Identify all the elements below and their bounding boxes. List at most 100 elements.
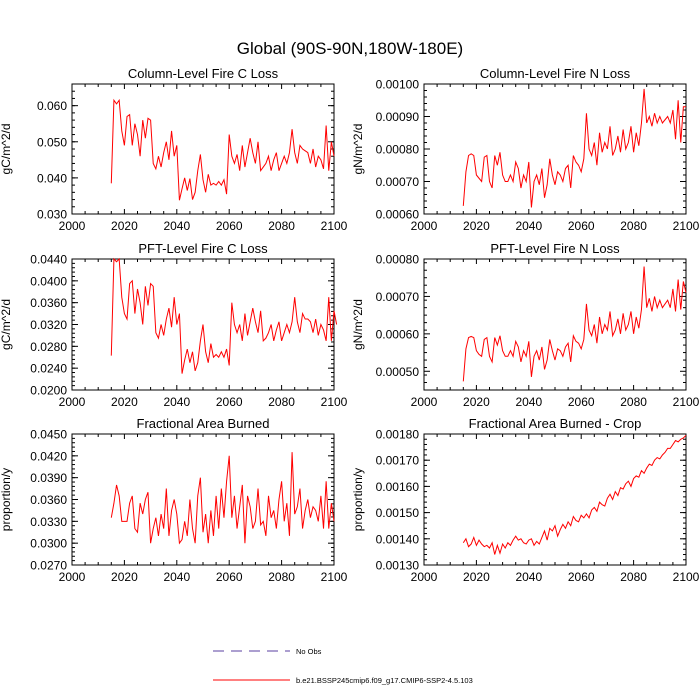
legend: No Obs b.e21.BSSP245cmip6.f09_g17.CMIP6-… [213, 647, 473, 685]
y-tick-label: 0.0300 [30, 537, 67, 551]
panel-title: PFT-Level Fire C Loss [138, 241, 268, 256]
panel-3: PFT-Level Fire C Loss 2000 2020 2040 2060 208… [0, 241, 348, 409]
x-tick-label: 2000 [59, 219, 86, 233]
x-tick-label: 2080 [268, 570, 295, 584]
y-tick-label: 0.00100 [376, 78, 420, 92]
y-axis-label: gC/m^2/d [0, 124, 13, 175]
x-tick-label: 2000 [59, 570, 86, 584]
y-tick-label: 0.0440 [30, 253, 67, 267]
y-tick-label: 0.060 [37, 99, 67, 113]
panel-title: Column-Level Fire N Loss [480, 66, 631, 81]
y-tick-label: 0.040 [37, 171, 67, 185]
y-tick-label: 0.0240 [30, 362, 67, 376]
x-tick-label: 2040 [163, 395, 190, 409]
y-tick-label: 0.00170 [376, 454, 420, 468]
y-axis-label: proportion/y [351, 468, 365, 531]
y-tick-label: 0.00160 [376, 480, 420, 494]
x-tick-label: 2040 [515, 219, 542, 233]
x-tick-label: 2040 [515, 570, 542, 584]
x-tick-label: 2080 [268, 395, 295, 409]
y-tick-label: 0.00130 [376, 559, 420, 573]
series-line [110, 257, 338, 374]
x-tick-label: 2000 [411, 219, 438, 233]
plot-frame [423, 83, 687, 215]
plot-frame [71, 433, 335, 566]
x-tick-label: 2100 [673, 570, 700, 584]
panel-6: Fractional Area Burned - Crop 2000 2020 204… [351, 416, 700, 584]
x-tick-label: 2000 [411, 395, 438, 409]
series-line [462, 88, 686, 208]
x-tick-label: 2060 [216, 395, 243, 409]
y-tick-label: 0.0450 [30, 428, 67, 442]
panels: Column-Level Fire C Loss 2000 2020 2040 2060… [0, 66, 700, 584]
panel-title: PFT-Level Fire N Loss [490, 241, 620, 256]
plot-frame [423, 258, 687, 391]
x-tick-label: 2080 [268, 219, 295, 233]
y-tick-label: 0.050 [37, 135, 67, 149]
x-tick-label: 2100 [673, 395, 700, 409]
y-tick-label: 0.00150 [376, 506, 420, 520]
y-tick-label: 0.0420 [30, 449, 67, 463]
series-line [110, 98, 335, 201]
y-tick-label: 0.00090 [376, 110, 420, 124]
legend-label-model: b.e21.BSSP245cmip6.f09_g17.CMIP6-SSP2-4.… [296, 676, 473, 685]
x-tick-label: 2060 [568, 570, 595, 584]
x-tick-label: 2100 [321, 570, 348, 584]
legend-label-no-obs: No Obs [296, 647, 322, 656]
y-tick-label: 0.0360 [30, 493, 67, 507]
y-tick-label: 0.0320 [30, 318, 67, 332]
x-tick-label: 2100 [321, 395, 348, 409]
panel-title: Fractional Area Burned - Crop [469, 416, 642, 431]
x-tick-label: 2020 [111, 219, 138, 233]
y-axis-label: gN/m^2/d [351, 299, 365, 350]
series-line [462, 434, 687, 555]
x-tick-label: 2020 [111, 570, 138, 584]
x-tick-label: 2100 [321, 219, 348, 233]
y-tick-label: 0.00070 [376, 175, 420, 189]
y-axis-label: gC/m^2/d [0, 299, 13, 350]
x-tick-label: 2020 [463, 395, 490, 409]
series-line [110, 452, 335, 545]
y-tick-label: 0.00080 [376, 253, 420, 267]
y-axis-label: proportion/y [0, 468, 13, 531]
figure-title: Global (90S-90N,180W-180E) [237, 39, 463, 58]
y-tick-label: 0.00060 [376, 208, 420, 222]
y-tick-label: 0.030 [37, 208, 67, 222]
y-tick-label: 0.0400 [30, 274, 67, 288]
y-tick-label: 0.0200 [30, 384, 67, 398]
y-tick-label: 0.0270 [30, 559, 67, 573]
x-tick-label: 2080 [620, 219, 647, 233]
x-tick-label: 2080 [620, 570, 647, 584]
x-tick-label: 2040 [163, 219, 190, 233]
y-tick-label: 0.00080 [376, 143, 420, 157]
x-tick-label: 2020 [463, 570, 490, 584]
x-tick-label: 2080 [620, 395, 647, 409]
y-tick-label: 0.00060 [376, 327, 420, 341]
panel-title: Fractional Area Burned [137, 416, 270, 431]
panel-title: Column-Level Fire C Loss [128, 66, 279, 81]
x-tick-label: 2020 [463, 219, 490, 233]
y-tick-label: 0.00050 [376, 365, 420, 379]
panel-5: Fractional Area Burned 2000 2020 2040 2060 20… [0, 416, 348, 584]
y-tick-label: 0.00070 [376, 290, 420, 304]
y-tick-label: 0.0390 [30, 471, 67, 485]
y-axis-label: gN/m^2/d [351, 124, 365, 175]
y-tick-label: 0.00180 [376, 428, 420, 442]
x-tick-label: 2100 [673, 219, 700, 233]
x-tick-label: 2060 [216, 570, 243, 584]
x-tick-label: 2060 [568, 395, 595, 409]
y-tick-label: 0.0360 [30, 296, 67, 310]
x-tick-label: 2040 [515, 395, 542, 409]
x-tick-label: 2000 [411, 570, 438, 584]
panel-4: PFT-Level Fire N Loss 2000 2020 2040 2060 208… [351, 241, 700, 409]
y-tick-label: 0.00140 [376, 532, 420, 546]
x-tick-label: 2020 [111, 395, 138, 409]
series-line [462, 266, 687, 382]
plot-frame [423, 433, 687, 566]
x-tick-label: 2060 [216, 219, 243, 233]
x-tick-label: 2000 [59, 395, 86, 409]
x-tick-label: 2060 [568, 219, 595, 233]
y-tick-label: 0.0330 [30, 515, 67, 529]
x-tick-label: 2040 [163, 570, 190, 584]
